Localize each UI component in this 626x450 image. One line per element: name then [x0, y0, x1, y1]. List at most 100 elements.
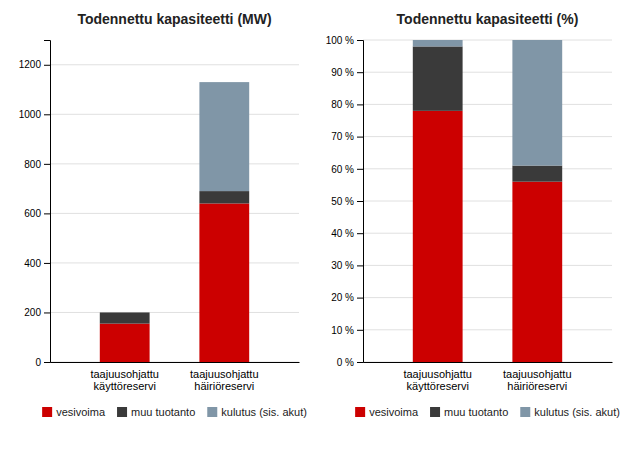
y-tick: 90 % — [331, 67, 363, 78]
y-tick: 20 % — [331, 292, 363, 303]
bar — [413, 111, 463, 362]
grid-line — [50, 114, 299, 115]
y-tick-mark — [44, 65, 50, 66]
y-tick-label: 1000 — [19, 109, 42, 120]
y-tick-mark — [357, 40, 363, 41]
grid — [50, 65, 299, 362]
y-tick: 40 % — [331, 228, 363, 239]
chart-panel: Todennettu kapasiteetti (%)0 %10 %20 %30… — [326, 11, 620, 418]
grid-line — [363, 329, 612, 330]
y-tick-label: 1200 — [19, 59, 42, 70]
y-tick: 30 % — [331, 260, 363, 271]
legend-item: muu tuotanto — [430, 406, 508, 418]
y-tick-mark — [44, 164, 50, 165]
grid-line — [50, 262, 299, 263]
legend-label: vesivoima — [369, 406, 419, 418]
grid-line — [363, 362, 612, 363]
y-tick: 200 — [24, 307, 50, 318]
grid-line — [363, 104, 612, 105]
y-tick-label: 400 — [24, 258, 41, 269]
y-tick-mark — [357, 298, 363, 299]
y-tick-label: 0 % — [337, 357, 354, 368]
legend-item: vesivoima — [355, 406, 419, 418]
legend-item: kulutus (sis. akut) — [520, 406, 620, 418]
x-axis: taajuusohjattukäyttöreservi taajuusohjatt… — [364, 362, 613, 392]
bar — [100, 312, 150, 313]
x-tick: taajuusohjattuhäiriöreservi — [503, 362, 572, 392]
y-tick: 70 % — [331, 131, 363, 142]
y-tick: 600 — [24, 208, 50, 219]
y-tick: 1000 — [19, 109, 50, 120]
legend: vesivoima muu tuotanto kulutus (sis. akut) — [42, 406, 307, 418]
y-tick-label: 80 % — [331, 99, 354, 110]
legend-label: kulutus (sis. akut) — [221, 406, 307, 418]
y-tick-label: 800 — [24, 159, 41, 170]
legend-swatch — [520, 407, 530, 417]
grid-line — [363, 265, 612, 266]
y-tick: 800 — [24, 159, 50, 170]
chart-title: Todennettu kapasiteetti (MW) — [77, 11, 271, 27]
y-tick-mark — [44, 263, 50, 264]
grid-line — [363, 40, 612, 41]
x-tick: taajuusohjattukäyttöreservi — [403, 362, 472, 392]
y-tick-label: 10 % — [331, 325, 354, 336]
y-tick-mark — [44, 362, 50, 363]
grid-line — [50, 362, 299, 363]
y-tick-mark — [357, 201, 363, 202]
bars — [100, 82, 249, 362]
y-tick-mark — [44, 213, 50, 214]
y-tick-label: 50 % — [331, 196, 354, 207]
y-tick: 10 % — [331, 325, 363, 336]
bar — [413, 46, 463, 110]
x-axis: taajuusohjattukäyttöreservi taajuusohjatt… — [51, 362, 300, 392]
chart-panel: Todennettu kapasiteetti (MW) 0 200 400 600 80… — [19, 11, 307, 418]
bar — [512, 40, 562, 166]
grid-line — [363, 201, 612, 202]
x-tick: taajuusohjattukäyttöreservi — [90, 362, 159, 392]
bar — [199, 203, 249, 362]
y-tick: 0 % — [337, 357, 363, 368]
x-axis-line — [51, 362, 300, 363]
y-tick-mark — [357, 265, 363, 266]
bar — [100, 324, 150, 362]
x-tick-label: taajuusohjattuhäiriöreservi — [190, 368, 258, 393]
grid-line — [363, 168, 612, 169]
y-tick-label: 200 — [24, 307, 41, 318]
grid-line — [50, 64, 299, 65]
bar — [512, 182, 562, 362]
y-tick-label: 20 % — [331, 292, 354, 303]
legend-item: vesivoima — [42, 406, 106, 418]
grid — [363, 40, 612, 362]
y-tick: 400 — [24, 258, 50, 269]
y-tick-label: 30 % — [331, 260, 354, 271]
y-tick-mark — [357, 72, 363, 73]
legend-item: muu tuotanto — [117, 406, 195, 418]
bar — [100, 312, 150, 323]
x-axis-line — [364, 362, 613, 363]
y-axis: 0 200 400 600 800 1000 1200 — [19, 41, 51, 368]
y-tick-mark — [44, 312, 50, 313]
y-tick-label: 60 % — [331, 164, 354, 175]
y-tick: 0 — [35, 357, 50, 368]
chart-canvas: Todennettu kapasiteetti (MW) 0 200 400 600 80… — [0, 0, 626, 450]
y-tick-label: 600 — [24, 208, 41, 219]
y-tick-mark — [357, 330, 363, 331]
y-tick: 60 % — [331, 164, 363, 175]
legend-label: muu tuotanto — [131, 406, 195, 418]
y-tick-mark — [357, 362, 363, 363]
grid-line — [50, 163, 299, 164]
y-tick-mark — [357, 137, 363, 138]
grid-line — [50, 312, 299, 313]
grid-line — [363, 72, 612, 73]
y-tick-label: 0 — [35, 357, 41, 368]
y-axis: 0 % 10 % 20 % 30 % 40 % 50 % 60 % 70 % 80 % 90 % 1… — [326, 35, 364, 368]
x-tick: taajuusohjattuhäiriöreservi — [190, 362, 258, 392]
y-tick-label: 40 % — [331, 228, 354, 239]
legend-label: kulutus (sis. akut) — [534, 406, 620, 418]
grid-line — [363, 136, 612, 137]
y-tick: 100 % — [326, 35, 363, 46]
grid-line — [50, 213, 299, 214]
y-axis-line — [44, 41, 51, 363]
y-tick-mark — [44, 114, 50, 115]
bar — [199, 191, 249, 203]
